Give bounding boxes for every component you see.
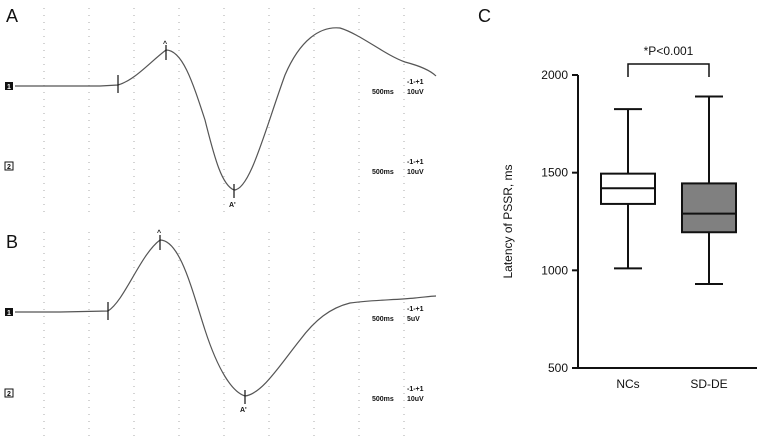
y-tick-label: 500 <box>548 361 568 375</box>
channel-1-marker <box>5 308 13 316</box>
trace-grid <box>43 8 405 438</box>
panel-a-channel-2: 2 -1-+1 500ms 10uV <box>4 159 424 176</box>
channel-1-marker-label: 1 <box>7 310 11 317</box>
boxplot: 500 1000 1500 2000 Latency of PSSR, ms NCs SD-… <box>501 44 757 391</box>
channel-2-marker <box>4 388 14 398</box>
scale-time: 500ms <box>372 169 394 176</box>
scale-range: -1-+1 <box>407 306 424 313</box>
cursor-label: ^ <box>163 40 167 48</box>
box-iqr <box>681 182 737 234</box>
scale-amp: 5uV <box>407 316 420 323</box>
y-tick-label: 2000 <box>541 68 568 82</box>
scale-range: -1-+1 <box>407 386 424 393</box>
scale-time: 500ms <box>372 396 394 403</box>
cursor-label: A' <box>229 202 236 209</box>
significance-label: *P<0.001 <box>644 44 694 58</box>
x-tick-label: SD-DE <box>690 377 727 391</box>
panel-b-channel-2: 2 -1-+1 500ms 10uV <box>4 386 424 403</box>
box-sd-de <box>681 95 737 286</box>
panel-b-channel-1: 1 -1-+1 500ms 5uV <box>5 306 424 323</box>
scale-range: -1-+1 <box>407 159 424 166</box>
y-tick-label: 1500 <box>541 166 568 180</box>
panel-letter-b: B <box>6 232 18 252</box>
scale-amp: 10uV <box>407 396 424 403</box>
scale-amp: 10uV <box>407 169 424 176</box>
panel-letter-a: A <box>6 6 18 26</box>
cursor-label: A' <box>240 407 247 414</box>
scale-time: 500ms <box>372 89 394 96</box>
scale-range: -1-+1 <box>407 79 424 86</box>
channel-2-marker <box>4 161 14 171</box>
panel-a-trace <box>15 27 437 191</box>
x-tick-label: NCs <box>616 377 639 391</box>
scale-time: 500ms <box>372 316 394 323</box>
channel-1-marker-label: 1 <box>7 84 11 91</box>
channel-1-marker <box>5 82 13 90</box>
y-axis-label: Latency of PSSR, ms <box>501 164 515 278</box>
box-ncs <box>600 108 656 270</box>
y-tick-label: 1000 <box>541 263 568 277</box>
panel-letter-c: C <box>478 6 491 26</box>
channel-2-marker-label: 2 <box>7 164 11 171</box>
cursor-label: ^ <box>157 229 161 237</box>
significance-bracket <box>627 63 710 77</box>
scale-amp: 10uV <box>407 89 424 96</box>
panel-a-channel-1: 1 -1-+1 500ms 10uV <box>5 79 424 96</box>
channel-2-marker-label: 2 <box>7 391 11 398</box>
